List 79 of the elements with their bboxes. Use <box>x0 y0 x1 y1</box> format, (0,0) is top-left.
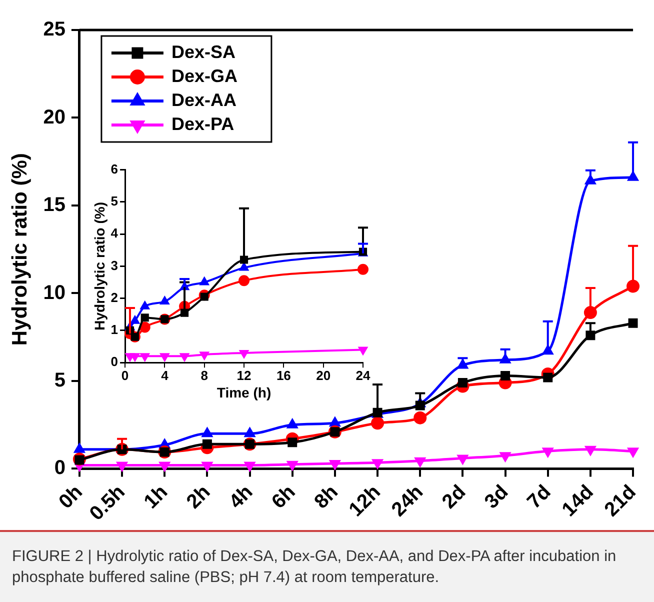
y-tick-label: 0 <box>110 354 118 370</box>
y-tick-label: 4 <box>110 226 119 241</box>
point <box>239 262 249 271</box>
y-tick-label: 5 <box>54 370 66 392</box>
y-tick-label: 6 <box>110 161 118 176</box>
x-tick-label: 0 <box>121 368 129 383</box>
point <box>180 353 190 362</box>
x-tick-label: 2d <box>438 481 470 514</box>
y-tick-label: 10 <box>43 282 66 304</box>
point <box>415 400 425 410</box>
y-tick-label: 1 <box>110 322 118 338</box>
x-axis-title: Time (h) <box>216 384 272 400</box>
point <box>240 256 248 264</box>
point <box>130 353 140 362</box>
point <box>628 318 638 328</box>
legend-label: Dex-GA <box>171 66 238 86</box>
point <box>329 460 341 470</box>
point <box>140 300 150 310</box>
y-tick-label: 5 <box>110 194 118 209</box>
caption: FIGURE 2 | Hydrolytic ratio of Dex-SA, Dex-GA, Dex-AA, and Dex-PA after incubation in phosphate buffered saline (PBS; pH 7.4) at room temperature. <box>0 530 654 602</box>
point <box>244 462 256 472</box>
y-tick-label: 3 <box>110 258 118 273</box>
x-tick-label: 3d <box>480 481 513 514</box>
point <box>140 353 150 362</box>
point <box>286 460 298 471</box>
y-tick-label: 2 <box>110 290 118 305</box>
x-tick-label: 7d <box>523 481 556 514</box>
point <box>160 296 170 305</box>
point <box>160 353 170 362</box>
x-tick-label: 8h <box>310 481 342 514</box>
point <box>586 330 596 340</box>
x-tick-label: 4h <box>225 481 258 514</box>
point <box>238 275 250 286</box>
x-tick-label: 16 <box>276 368 291 383</box>
point <box>358 264 368 275</box>
point <box>116 462 128 472</box>
point <box>200 352 210 360</box>
x-tick-label: 8 <box>200 368 208 383</box>
point <box>414 411 427 424</box>
point <box>500 452 511 462</box>
legend-label: Dex-AA <box>171 90 236 110</box>
x-tick-label: 24h <box>388 481 428 522</box>
point <box>627 448 639 458</box>
y-axis-title: Hydrolytic ratio (%) <box>91 202 108 330</box>
x-tick-label: 21d <box>600 481 640 522</box>
point <box>371 416 384 430</box>
point <box>140 314 149 322</box>
point <box>457 454 468 465</box>
point <box>358 346 368 356</box>
point <box>239 350 249 358</box>
point <box>158 462 170 472</box>
x-tick-label: 14d <box>558 481 598 522</box>
point <box>500 370 510 380</box>
point <box>200 292 208 301</box>
x-tick-label: 6h <box>268 481 300 514</box>
point <box>202 462 213 472</box>
y-tick-label: 0 <box>54 457 66 480</box>
point <box>626 280 640 293</box>
y-axis-title: Hydrolytic ratio (%) <box>8 153 32 346</box>
y-tick-label: 25 <box>43 18 66 41</box>
x-tick-label: 2h <box>182 481 215 514</box>
x-tick-label: 1h <box>140 481 172 514</box>
point <box>584 306 597 320</box>
x-tick-label: 24 <box>356 368 371 383</box>
point <box>414 457 426 468</box>
x-tick-label: 0h <box>54 481 87 514</box>
y-tick-label: 20 <box>43 106 66 128</box>
x-tick-label: 12h <box>345 481 385 522</box>
x-tick-label: 0.5h <box>86 481 130 525</box>
point <box>200 276 210 286</box>
x-tick-label: 12 <box>236 368 252 383</box>
point <box>372 459 384 470</box>
y-tick-label: 15 <box>43 194 66 216</box>
legend-label: Dex-PA <box>171 114 234 134</box>
point <box>584 446 596 456</box>
x-tick-label: 4 <box>161 368 170 383</box>
x-tick-label: 20 <box>316 368 331 383</box>
legend-label: Dex-SA <box>171 42 236 62</box>
point <box>542 448 554 458</box>
